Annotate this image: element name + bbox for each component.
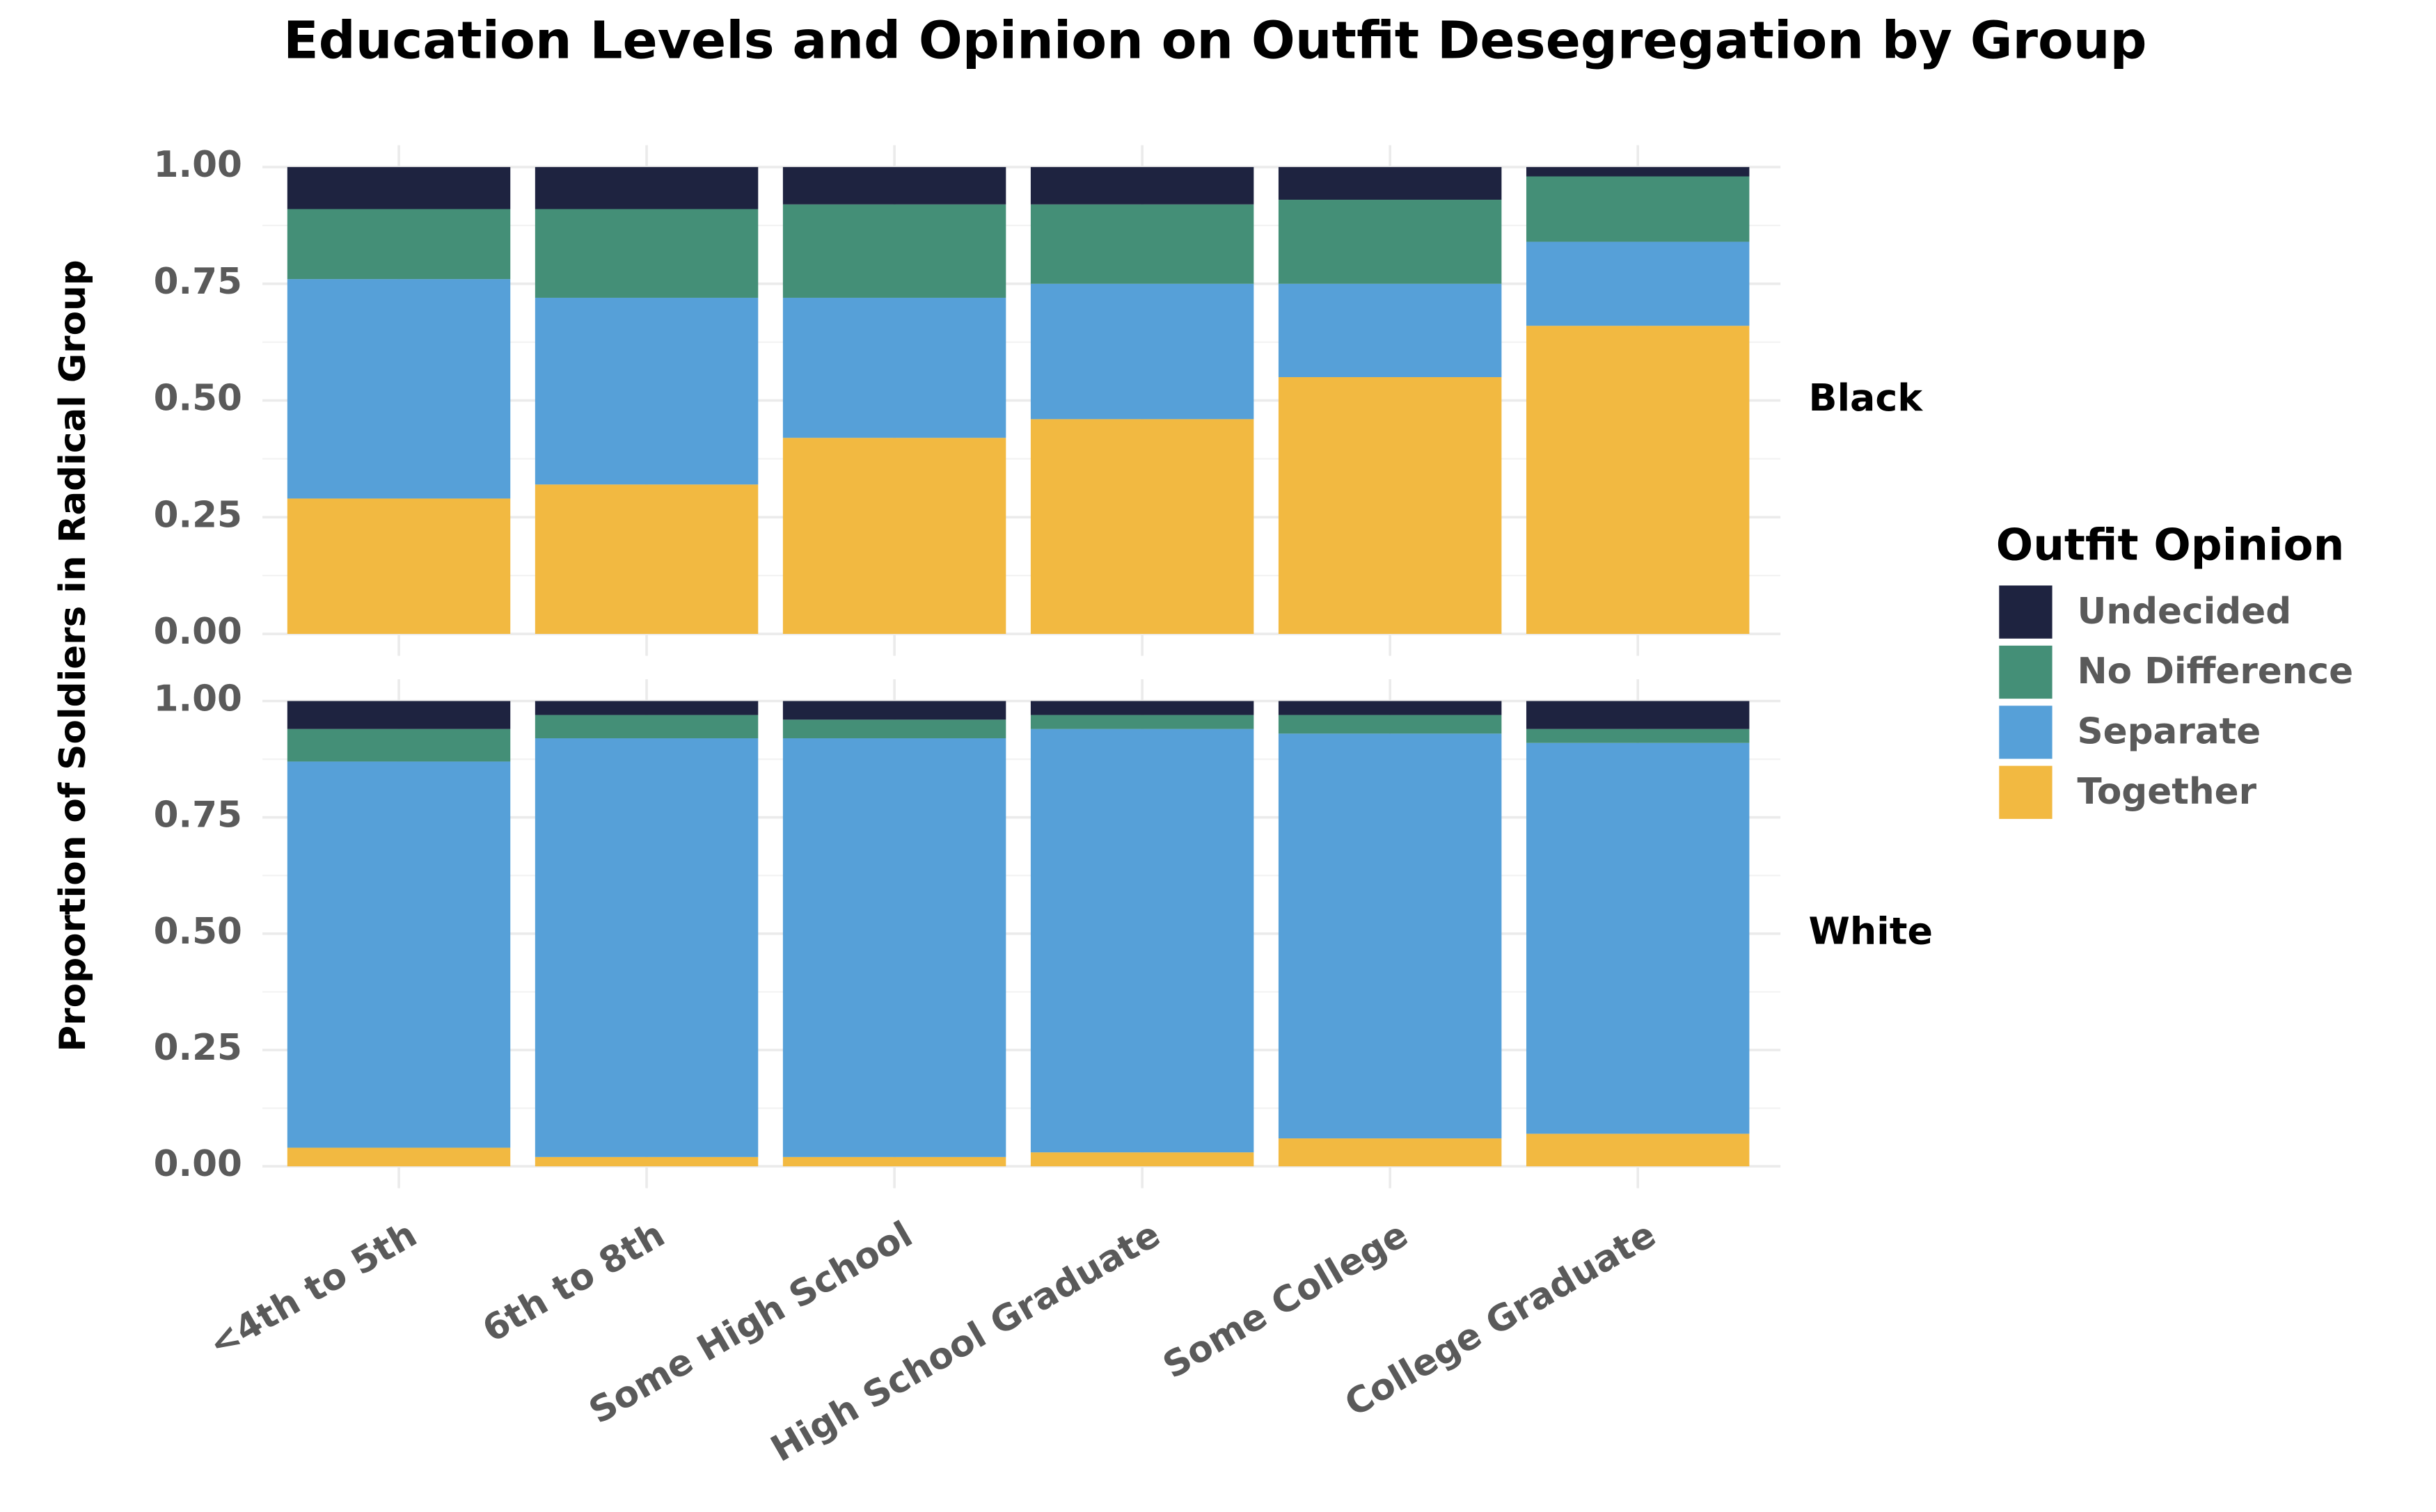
bar-segment <box>535 738 759 1157</box>
chart-title: Education Levels and Opinion on Outfit D… <box>283 10 2146 70</box>
bar-segment <box>287 498 511 635</box>
bar-segment <box>782 1156 1006 1167</box>
bar-segment <box>287 729 511 762</box>
bar-segment <box>782 167 1006 205</box>
bar-segment <box>1526 701 1750 729</box>
x-tick-label: 6th to 8th <box>475 1213 672 1351</box>
y-tick-label: 0.00 <box>154 1143 242 1185</box>
bar-segment <box>287 279 511 499</box>
bar-segment <box>1526 1133 1750 1167</box>
bar-segment <box>782 204 1006 298</box>
x-tick-label: Some College <box>1156 1213 1415 1387</box>
bar-segment <box>782 701 1006 720</box>
bar-segment <box>1526 326 1750 635</box>
y-tick-label: 0.75 <box>154 795 242 836</box>
y-tick-label: 0.00 <box>154 611 242 653</box>
facet-label: White <box>1809 909 1933 953</box>
bar-segment <box>1278 200 1502 284</box>
bar-segment <box>1030 204 1254 284</box>
bar-segment <box>535 1156 759 1167</box>
y-tick-label: 1.00 <box>154 678 242 720</box>
bar-segment <box>287 761 511 1148</box>
legend-key <box>1999 585 2053 639</box>
legend-key <box>1999 706 2053 759</box>
bar-segment <box>1278 283 1502 378</box>
x-tick-label: <4th to 5th <box>202 1213 424 1366</box>
bar-segment <box>1526 167 1750 177</box>
facet-label: Black <box>1809 376 1924 420</box>
legend-title: Outfit Opinion <box>1996 520 2345 571</box>
bar-segment <box>535 715 759 739</box>
bar-segment <box>1526 729 1750 743</box>
y-tick-label: 0.50 <box>154 378 242 420</box>
bar-segment <box>535 701 759 715</box>
bar-segment <box>1030 701 1254 715</box>
legend-label: Together <box>2077 771 2256 813</box>
legend-key <box>1999 645 2053 699</box>
bar-segment <box>535 209 759 298</box>
legend-label: Separate <box>2077 711 2261 753</box>
x-tick-label: High School Graduate <box>764 1213 1167 1470</box>
y-tick-label: 0.25 <box>154 494 242 536</box>
bar-segment <box>287 209 511 280</box>
bar-segment <box>1278 167 1502 200</box>
y-axis-title: Proportion of Soldiers in Radical Group <box>52 260 94 1051</box>
y-tick-label: 1.00 <box>154 144 242 186</box>
bar-segment <box>1278 1138 1502 1167</box>
bar-segment <box>1030 419 1254 635</box>
bar-segment <box>782 297 1006 438</box>
bar-segment <box>1526 241 1750 326</box>
bar-segment <box>1526 176 1750 242</box>
y-tick-label: 0.75 <box>154 261 242 303</box>
bar-segment <box>535 484 759 635</box>
bar-segment <box>1030 283 1254 420</box>
bar-segment <box>782 438 1006 635</box>
bar-segment <box>782 738 1006 1157</box>
bar-segment <box>1278 715 1502 734</box>
bar-segment <box>782 719 1006 739</box>
bar-segment <box>1030 167 1254 205</box>
bar-segment <box>1030 1152 1254 1167</box>
bar-segment <box>287 1147 511 1167</box>
bar-segment <box>1278 701 1502 715</box>
bar-segment <box>1030 729 1254 1153</box>
legend-key <box>1999 765 2053 819</box>
bar-segment <box>287 701 511 729</box>
bar-segment <box>1278 377 1502 635</box>
y-tick-label: 0.25 <box>154 1027 242 1069</box>
bar-segment <box>1278 733 1502 1139</box>
bar-segment <box>287 167 511 209</box>
bar-segment <box>535 167 759 209</box>
y-tick-label: 0.50 <box>154 911 242 953</box>
bar-segment <box>1526 742 1750 1134</box>
legend-label: Undecided <box>2077 591 2291 632</box>
legend-label: No Difference <box>2077 651 2353 692</box>
bar-segment <box>535 297 759 485</box>
bar-segment <box>1030 715 1254 729</box>
